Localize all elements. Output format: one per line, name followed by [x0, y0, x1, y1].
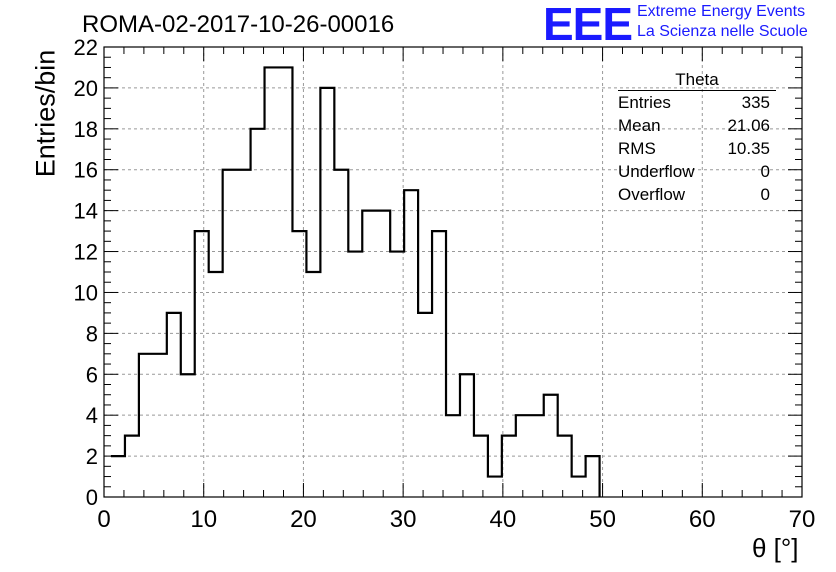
histogram-bin	[488, 477, 502, 497]
stats-label: Entries	[618, 93, 671, 112]
y-tick-label: 0	[86, 485, 98, 510]
histogram-bin	[320, 88, 334, 497]
stats-row-overflow: Overflow 0	[610, 183, 776, 206]
histogram-bin	[195, 231, 209, 497]
histogram-bin	[558, 436, 572, 497]
histogram-bin	[265, 67, 279, 497]
histogram-line	[110, 66, 601, 497]
histogram-bin	[334, 170, 348, 497]
x-tick-label: 30	[390, 506, 417, 533]
y-tick-label: 12	[74, 240, 98, 265]
stats-value: 10.35	[727, 139, 770, 158]
y-tick-label: 22	[74, 35, 98, 60]
histogram-bin	[237, 170, 251, 497]
stats-label: RMS	[618, 139, 656, 158]
y-tick-label: 16	[74, 158, 98, 183]
x-tick-label: 0	[97, 506, 110, 533]
stats-value: 0	[760, 185, 770, 204]
histogram-bin	[251, 129, 265, 497]
histogram-bin	[306, 272, 320, 497]
histogram-bin	[516, 415, 530, 497]
y-tick-label: 6	[86, 362, 98, 387]
histogram-bin	[474, 436, 488, 497]
stats-row-rms: RMS 10.35	[610, 137, 776, 160]
stats-label: Underflow	[618, 162, 695, 181]
y-tick-label: 10	[74, 280, 98, 305]
stats-box: Theta Entries 335 Mean 21.06 RMS 10.35 U…	[610, 70, 776, 206]
histogram-bin	[153, 354, 167, 497]
histogram-bin	[362, 211, 376, 497]
x-tick-label: 70	[789, 506, 816, 533]
y-tick-label: 4	[86, 403, 98, 428]
stats-value: 335	[741, 93, 770, 112]
plot-frame	[103, 46, 803, 498]
histogram-bin	[111, 456, 125, 497]
histogram-bin	[181, 374, 195, 497]
histogram-bin	[544, 395, 558, 497]
y-tick-label: 2	[86, 444, 98, 469]
x-axis-label: θ [°]	[752, 533, 799, 563]
x-tick-label: 20	[290, 506, 317, 533]
histogram-bin	[418, 313, 432, 497]
stats-value: 21.06	[727, 116, 770, 135]
y-tick-label: 8	[86, 321, 98, 346]
eee-logo: EEE	[543, 0, 633, 50]
histogram-bin	[404, 190, 418, 497]
stats-label: Mean	[618, 116, 661, 135]
stats-label: Overflow	[618, 185, 686, 204]
histogram-bin	[348, 252, 362, 497]
histogram-bin	[292, 231, 306, 497]
histogram-bin	[502, 436, 516, 497]
stats-value: 0	[760, 162, 770, 181]
y-tick-label: 20	[74, 76, 98, 101]
x-tick-label: 60	[689, 506, 716, 533]
stats-row-mean: Mean 21.06	[610, 114, 776, 137]
y-tick-label: 18	[74, 117, 98, 142]
x-tick-label: 10	[190, 506, 217, 533]
logo-tagline-2: La Scienza nelle Scuole	[637, 23, 808, 40]
stats-title: Theta	[618, 70, 776, 91]
y-tick-label: 14	[74, 199, 98, 224]
histogram-bin	[167, 313, 181, 497]
run-title: ROMA-02-2017-10-26-00016	[82, 11, 395, 38]
histogram-bin	[390, 252, 404, 497]
histogram-bin	[586, 456, 600, 497]
histogram-bin	[209, 272, 223, 497]
x-tick-label: 40	[490, 506, 517, 533]
histogram-bin	[530, 415, 544, 497]
histogram-bin	[460, 374, 474, 497]
histogram-bin	[376, 211, 390, 497]
histogram-bin	[432, 231, 446, 497]
histogram-bin	[139, 354, 153, 497]
stats-row-entries: Entries 335	[610, 91, 776, 114]
histogram-bin	[125, 436, 139, 497]
x-tick-label: 50	[589, 506, 616, 533]
logo-tagline-1: Extreme Energy Events	[637, 3, 806, 20]
stats-row-underflow: Underflow 0	[610, 160, 776, 183]
histogram-bin	[446, 415, 460, 497]
y-axis-label: Entries/bin	[30, 49, 61, 178]
histogram-bin	[279, 67, 293, 497]
histogram-bin	[572, 477, 586, 497]
histogram-bin	[223, 170, 237, 497]
